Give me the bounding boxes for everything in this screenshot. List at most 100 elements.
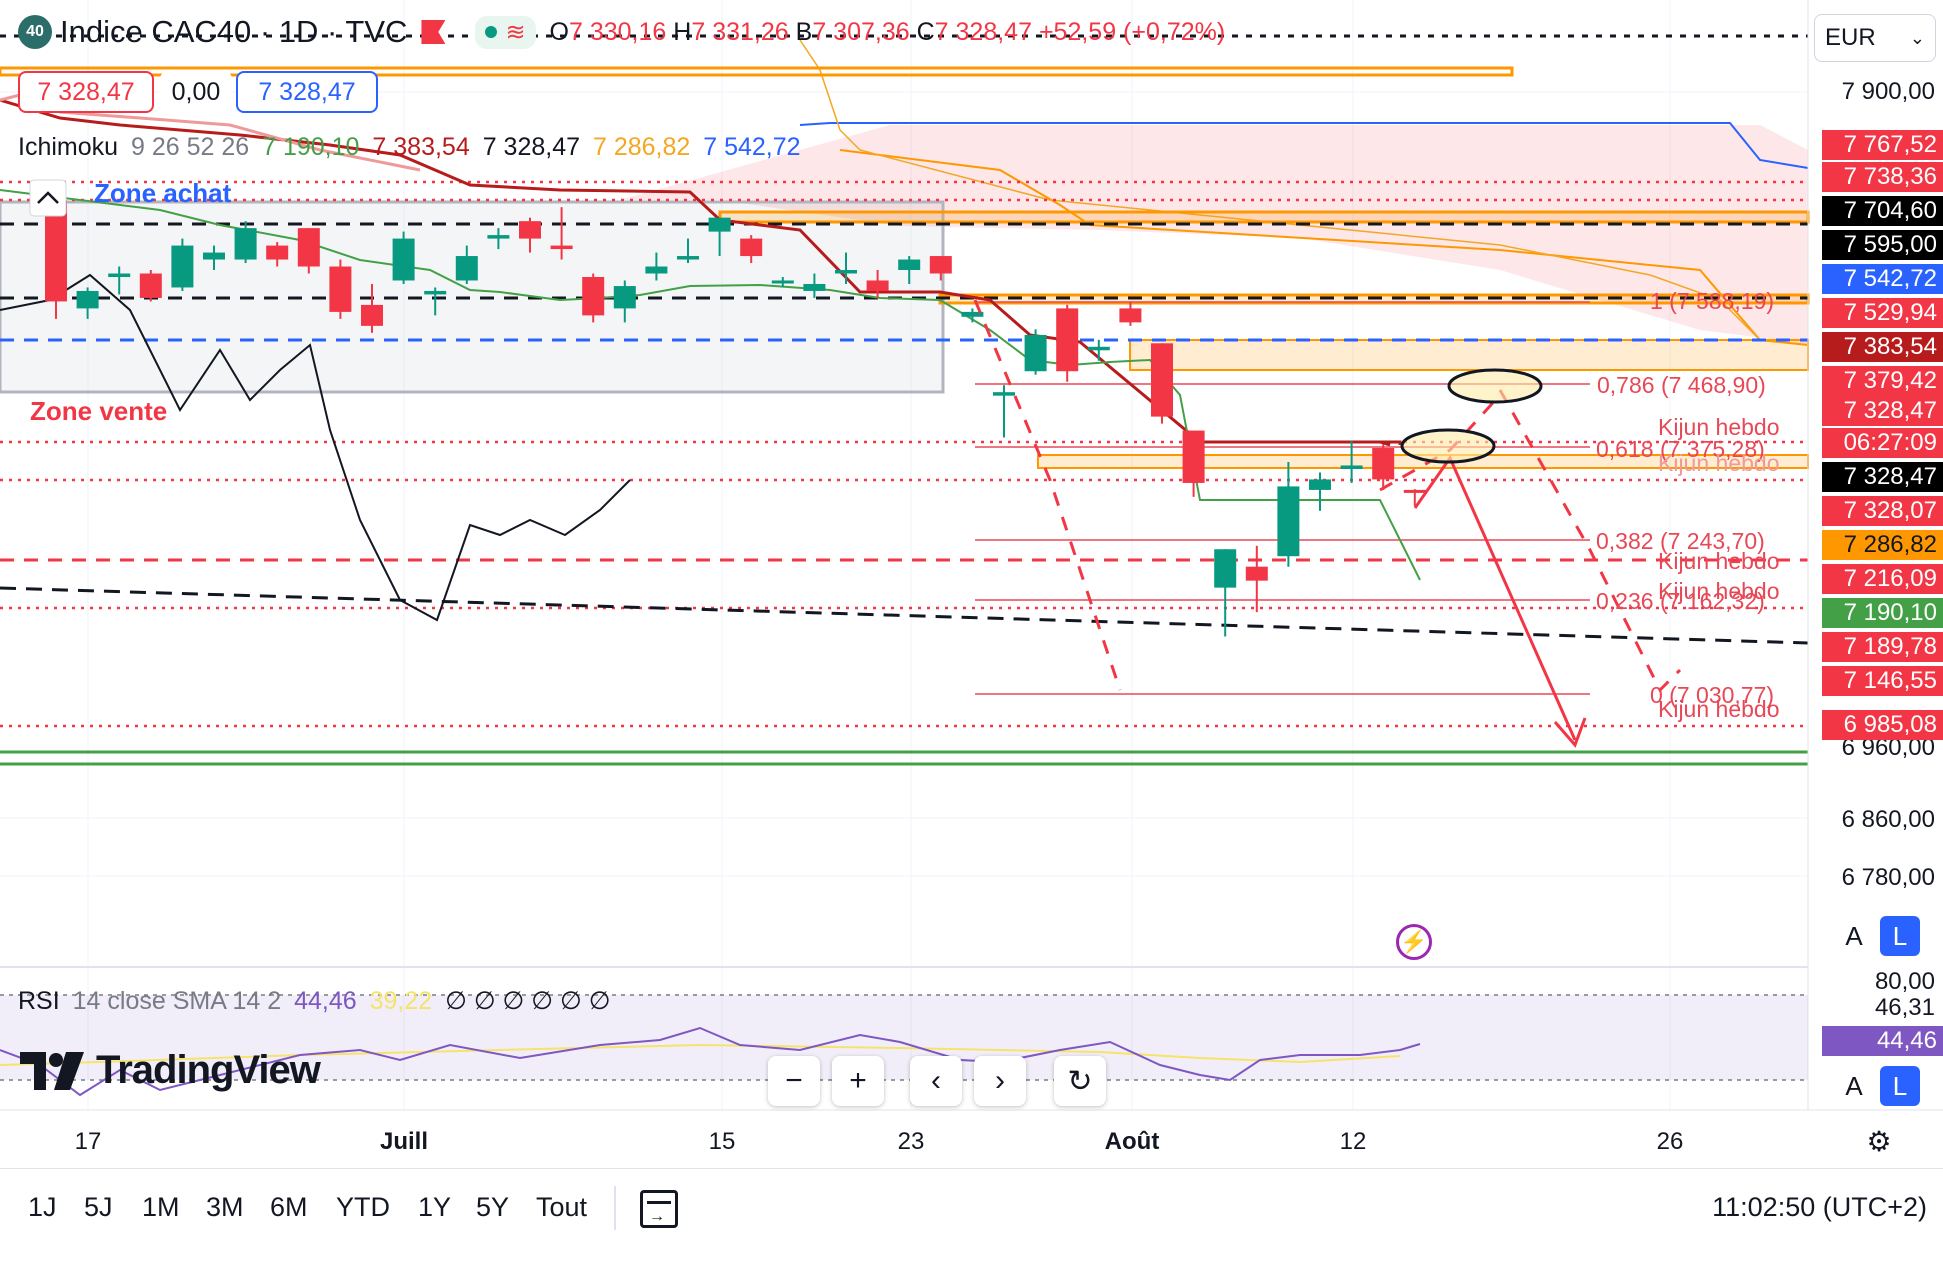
zoom-in-button[interactable]: + <box>832 1056 884 1106</box>
range-1y[interactable]: 1Y <box>418 1192 452 1222</box>
candle <box>582 273 605 323</box>
range-ytd[interactable]: YTD <box>336 1192 390 1222</box>
x-axis-label: Juill <box>379 1128 429 1155</box>
candle <box>361 283 383 333</box>
fib-label-0382: 0,382 (7 243,70) <box>1596 528 1765 554</box>
zone-vente-label: Zone vente <box>30 396 168 426</box>
candle <box>76 287 99 319</box>
auto-scale-button[interactable]: A <box>1845 920 1863 951</box>
flash-icon[interactable]: ⚡ <box>1396 924 1432 960</box>
symbol-title[interactable]: Indice CAC40 · 1D · TVC <box>60 14 408 49</box>
candle <box>519 217 541 253</box>
price-tag: 7 190,10 <box>1822 598 1943 628</box>
rsi-auto-scale-button[interactable]: A <box>1845 1070 1863 1101</box>
collapse-button <box>29 179 67 217</box>
senkou-a-line <box>799 39 1761 341</box>
range-5y[interactable]: 5Y <box>476 1192 510 1222</box>
range-5d[interactable]: 5J <box>84 1192 113 1222</box>
x-axis-label: 23 <box>897 1128 925 1155</box>
candle <box>1056 304 1079 382</box>
kijun-label: Kijun hebdo <box>1658 578 1780 604</box>
candle <box>203 245 225 271</box>
date-range-calendar-icon[interactable]: → <box>640 1190 678 1228</box>
range-all[interactable]: Tout <box>536 1192 588 1222</box>
price-tag: 7 286,82 <box>1822 530 1943 560</box>
wave-icon: ≋ <box>505 18 526 46</box>
candle <box>771 276 794 288</box>
kijun-label: Kijun hebdo <box>1658 696 1780 722</box>
x-axis-label: 17 <box>74 1128 102 1155</box>
y-axis-label: 6 860,00 <box>1841 806 1935 833</box>
fib-label-0: 0 (7 030,77) <box>1650 682 1775 708</box>
candle <box>929 256 952 281</box>
range-6m[interactable]: 6M <box>270 1192 308 1222</box>
rsi-axis-label: 46,31 <box>1874 994 1935 1021</box>
candle <box>803 273 826 298</box>
candle <box>613 280 636 323</box>
range-1d[interactable]: 1J <box>28 1192 57 1222</box>
senkou-b-line <box>799 122 1809 169</box>
price-tag: 7 542,72 <box>1822 264 1943 294</box>
level-lines <box>0 34 1809 766</box>
candle <box>1182 430 1205 497</box>
settings-gear-icon[interactable]: ⚙ <box>1866 1125 1892 1157</box>
ichimoku-legend[interactable]: Ichimoku 9 26 52 26 7 190,10 7 383,54 7 … <box>18 133 801 161</box>
candle <box>329 259 352 319</box>
candle <box>1403 489 1426 506</box>
price-tag: 6 985,08 <box>1822 710 1943 740</box>
orange-zone-2 <box>718 210 1810 224</box>
kijun-label: Kijun hebdo <box>1658 414 1780 440</box>
clock[interactable]: 11:02:50 (UTC+2) <box>1712 1192 1927 1222</box>
rsi-line <box>0 1026 1421 1097</box>
ask-box[interactable]: 7 328,47 <box>236 71 378 113</box>
price-tag: 7 529,94 <box>1822 298 1943 328</box>
range-1m[interactable]: 1M <box>142 1192 180 1222</box>
y-axis-label: 6 780,00 <box>1841 864 1935 891</box>
ichimoku-cloud <box>620 125 1808 345</box>
bottom-toolbar <box>0 1168 1943 1249</box>
candle <box>993 385 1015 438</box>
candle <box>392 231 415 284</box>
orange-zone-top <box>0 66 1514 77</box>
candles <box>45 189 1426 637</box>
candle <box>1087 339 1110 361</box>
rsi-log-scale-button[interactable]: L <box>1880 1066 1920 1106</box>
scroll-right-button[interactable]: › <box>974 1056 1026 1106</box>
candle <box>487 228 510 250</box>
spread-box: 0,00 <box>160 71 232 113</box>
fib-label-0786: 0,786 (7 468,90) <box>1597 372 1766 398</box>
candle <box>1372 444 1395 490</box>
rsi-tag: 44,46 <box>1822 1026 1943 1056</box>
price-tag: 7 738,36 <box>1822 162 1943 192</box>
scroll-left-button[interactable]: ‹ <box>910 1056 962 1106</box>
candle <box>677 238 699 264</box>
rsi-legend[interactable]: RSI 14 close SMA 14 2 44,46 39,22 ∅ ∅ ∅ … <box>18 987 611 1015</box>
ichimoku-value: 7 286,82 <box>592 133 691 161</box>
tradingview-logo: TradingView <box>20 1048 321 1093</box>
log-scale-button[interactable]: L <box>1880 916 1920 956</box>
zoom-out-button[interactable]: − <box>768 1056 820 1106</box>
x-axis-label: Août <box>1104 1128 1160 1155</box>
price-tag: 7 328,47 <box>1822 462 1943 492</box>
candle <box>1214 549 1237 637</box>
flag-icon[interactable] <box>421 20 446 44</box>
candle <box>266 242 289 267</box>
candle <box>139 270 162 302</box>
grid <box>0 0 1808 1110</box>
candle <box>1119 301 1142 326</box>
reset-chart-button[interactable]: ↻ <box>1054 1056 1106 1106</box>
market-status-pill[interactable]: ≋ <box>475 15 536 49</box>
candle <box>297 228 320 274</box>
chikou-span <box>0 273 631 622</box>
candle <box>424 287 447 316</box>
senkou-red-edge <box>839 149 1809 346</box>
currency-select[interactable]: EUR ⌄ <box>1814 14 1936 62</box>
candle <box>835 252 857 284</box>
bid-box[interactable]: 7 328,47 <box>18 71 154 113</box>
chevron-down-icon: ⌄ <box>1909 27 1925 48</box>
candle <box>234 221 257 264</box>
kijun-line-ext <box>1200 440 1391 447</box>
ohlc: O7 330,16 H7 331,26 B7 307,36 C7 328,47 … <box>549 17 1226 46</box>
range-3m[interactable]: 3M <box>206 1192 244 1222</box>
